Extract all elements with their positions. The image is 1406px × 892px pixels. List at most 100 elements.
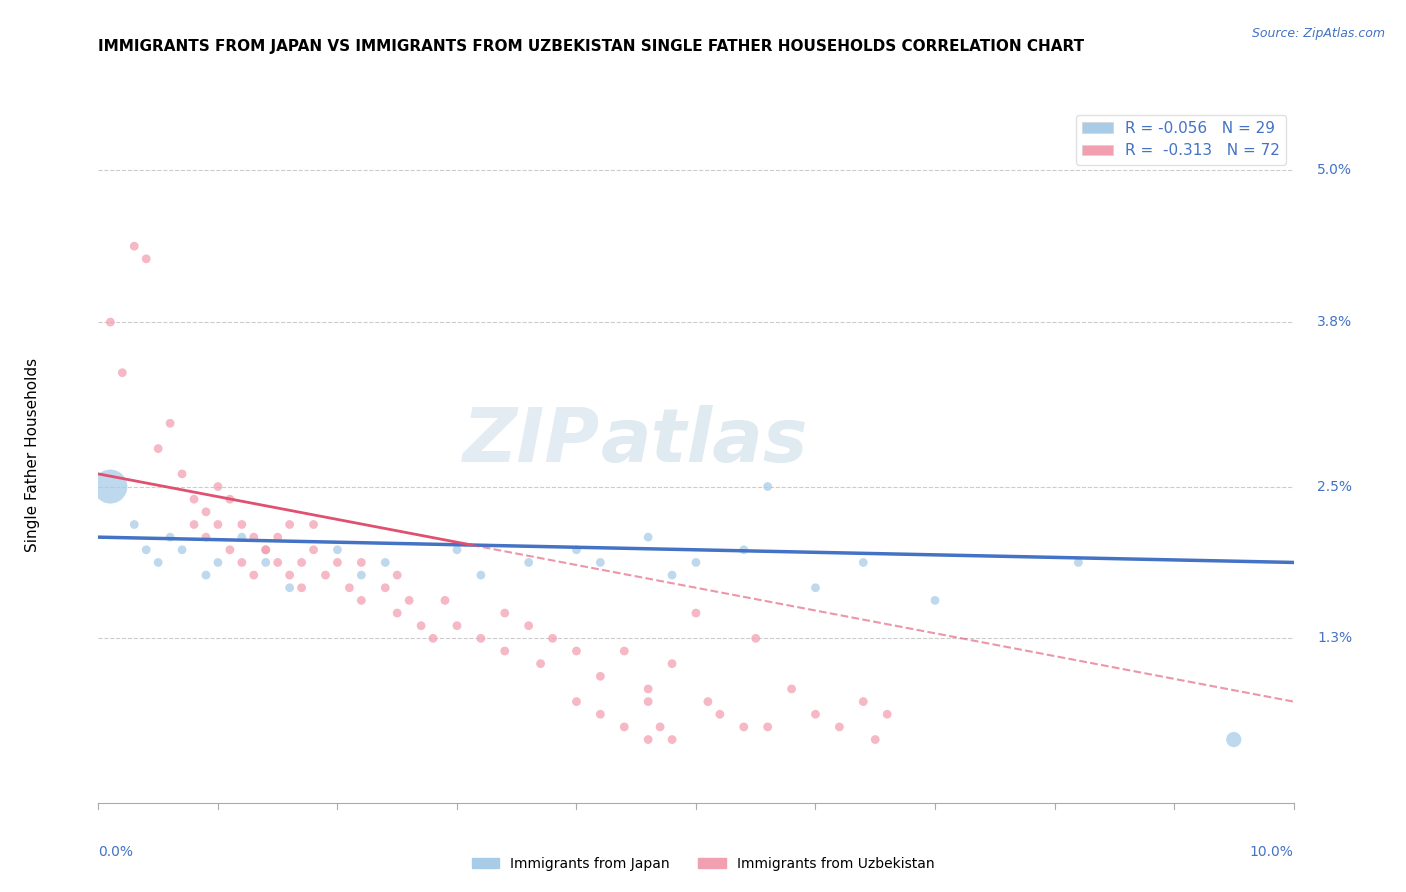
Point xyxy=(278,581,301,595)
Point xyxy=(924,593,946,607)
Point xyxy=(135,252,157,266)
Point xyxy=(733,542,755,557)
Point xyxy=(194,505,218,519)
Point xyxy=(267,556,290,570)
Point xyxy=(446,618,468,632)
Text: 5.0%: 5.0% xyxy=(1317,163,1353,178)
Point xyxy=(385,606,409,620)
Point xyxy=(470,632,492,646)
Point xyxy=(661,568,683,582)
Point xyxy=(565,644,588,658)
Point xyxy=(374,556,396,570)
Text: IMMIGRANTS FROM JAPAN VS IMMIGRANTS FROM UZBEKISTAN SINGLE FATHER HOUSEHOLDS COR: IMMIGRANTS FROM JAPAN VS IMMIGRANTS FROM… xyxy=(98,38,1084,54)
Point xyxy=(661,657,683,671)
Point xyxy=(589,707,612,722)
Point xyxy=(172,467,194,481)
Text: ZIP: ZIP xyxy=(463,404,600,477)
Point xyxy=(207,479,229,493)
Point xyxy=(326,542,349,557)
Point xyxy=(494,606,516,620)
Point xyxy=(541,632,564,646)
Point xyxy=(183,492,205,507)
Point xyxy=(315,568,337,582)
Point xyxy=(124,239,146,253)
Point xyxy=(756,720,779,734)
Point xyxy=(745,632,768,646)
Point xyxy=(159,417,181,431)
Point xyxy=(780,681,803,696)
Point xyxy=(267,530,290,544)
Point xyxy=(148,442,170,456)
Point xyxy=(565,695,588,709)
Point xyxy=(613,644,636,658)
Point xyxy=(1223,732,1246,747)
Point xyxy=(517,556,540,570)
Text: 3.8%: 3.8% xyxy=(1317,315,1353,329)
Point xyxy=(172,542,194,557)
Point xyxy=(254,542,277,557)
Point xyxy=(254,542,277,557)
Point xyxy=(111,366,134,380)
Point xyxy=(637,681,659,696)
Point xyxy=(709,707,731,722)
Point xyxy=(494,644,516,658)
Point xyxy=(876,707,898,722)
Point xyxy=(422,632,444,646)
Point xyxy=(637,732,659,747)
Point xyxy=(207,517,229,532)
Point xyxy=(148,556,170,570)
Point xyxy=(685,556,707,570)
Point xyxy=(852,695,875,709)
Point xyxy=(804,707,827,722)
Text: atlas: atlas xyxy=(600,404,808,477)
Point xyxy=(339,581,360,595)
Point xyxy=(290,581,312,595)
Text: 2.5%: 2.5% xyxy=(1317,480,1353,493)
Point xyxy=(697,695,720,709)
Point xyxy=(756,479,779,493)
Point xyxy=(98,479,122,493)
Point xyxy=(302,542,325,557)
Point xyxy=(411,618,433,632)
Point xyxy=(470,568,492,582)
Point xyxy=(124,517,146,532)
Point xyxy=(243,568,266,582)
Point xyxy=(183,517,205,532)
Point xyxy=(278,568,301,582)
Text: Single Father Households: Single Father Households xyxy=(25,358,41,552)
Point xyxy=(98,315,122,329)
Point xyxy=(385,568,409,582)
Point xyxy=(159,530,181,544)
Point xyxy=(648,720,672,734)
Point xyxy=(685,606,707,620)
Point xyxy=(350,556,373,570)
Legend: Immigrants from Japan, Immigrants from Uzbekistan: Immigrants from Japan, Immigrants from U… xyxy=(465,851,941,876)
Point xyxy=(326,556,349,570)
Point xyxy=(637,530,659,544)
Point xyxy=(231,530,253,544)
Point xyxy=(589,556,612,570)
Point xyxy=(302,517,325,532)
Text: 1.3%: 1.3% xyxy=(1317,632,1353,645)
Point xyxy=(446,542,468,557)
Point xyxy=(374,581,396,595)
Point xyxy=(613,720,636,734)
Point xyxy=(207,556,229,570)
Point xyxy=(219,542,242,557)
Point xyxy=(278,517,301,532)
Point xyxy=(350,568,373,582)
Point xyxy=(828,720,851,734)
Point xyxy=(350,593,373,607)
Point xyxy=(865,732,887,747)
Point xyxy=(661,732,683,747)
Point xyxy=(852,556,875,570)
Text: Source: ZipAtlas.com: Source: ZipAtlas.com xyxy=(1251,27,1385,40)
Point xyxy=(219,492,242,507)
Point xyxy=(290,556,312,570)
Point xyxy=(804,581,827,595)
Point xyxy=(529,657,551,671)
Point xyxy=(231,517,253,532)
Point xyxy=(434,593,457,607)
Point xyxy=(637,695,659,709)
Point xyxy=(243,530,266,544)
